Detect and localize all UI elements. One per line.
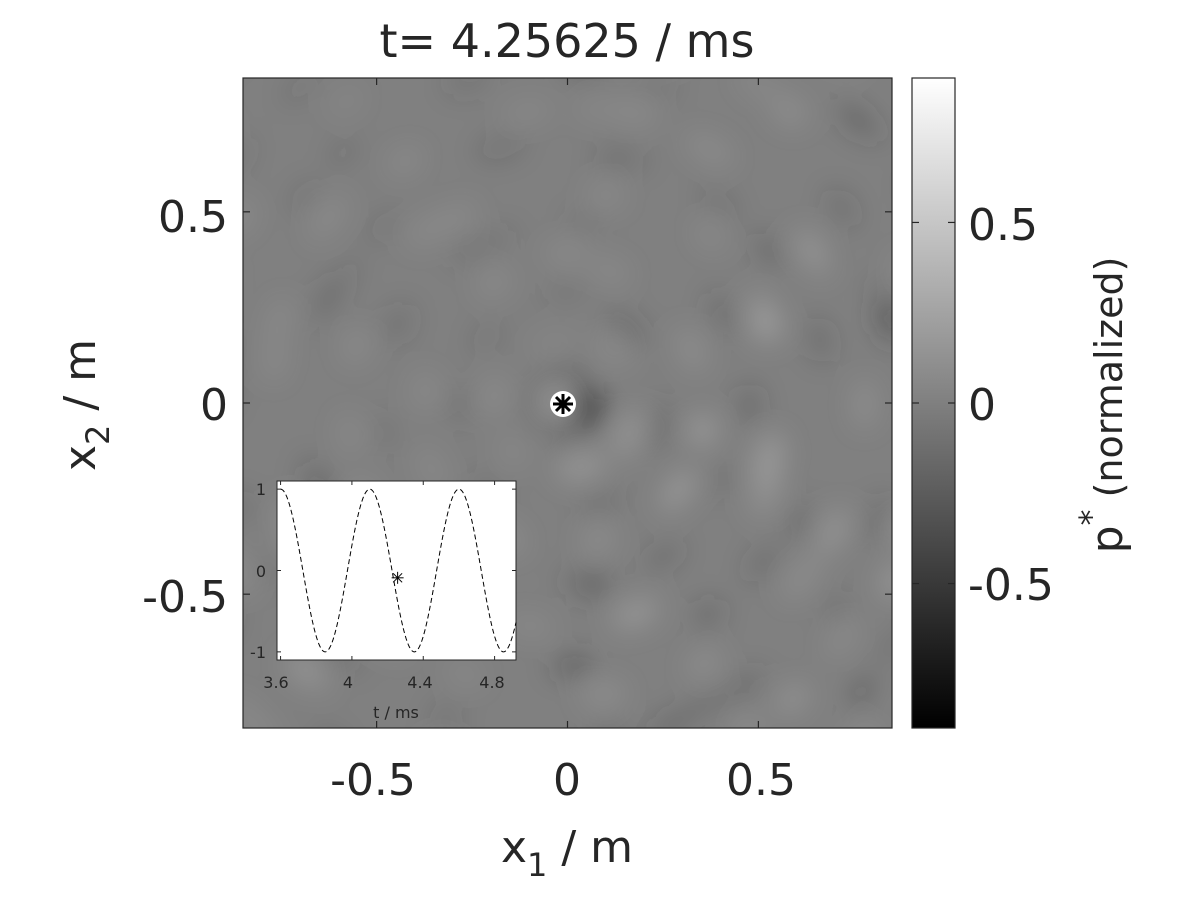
colorbar-tick-label: 0.5: [968, 200, 1038, 251]
x-tick-label: 0: [553, 755, 581, 806]
inset-x-tick-label: 4.8: [479, 673, 504, 692]
colorbar-ticks: [912, 221, 955, 585]
inset-y-tick-label: 0: [256, 562, 266, 581]
y-tick-label: 0.5: [158, 192, 228, 243]
x-axis-label: x1 / m: [501, 822, 633, 884]
inset-x-tick-label: 3.6: [263, 673, 288, 692]
inset-x-axis-label: t / ms: [373, 703, 419, 722]
colorbar-tick-label: -0.5: [968, 560, 1054, 611]
inset-signal-line: [280, 488, 517, 653]
inset-x-tick-label: 4.4: [407, 673, 432, 692]
inset-y-tick-label: -1: [250, 643, 266, 662]
inset-time-marker: [391, 571, 404, 584]
x-tick-label: 0.5: [726, 755, 796, 806]
y-tick-label: -0.5: [142, 572, 228, 623]
y-axis-label: x2 / m: [55, 339, 117, 471]
colorbar-label: p* (normalized): [1072, 257, 1133, 554]
inset-plot: 1 0 -1 3.6 4 4.4 4.8 t / ms: [250, 480, 517, 722]
chart-title: t= 4.25625 / ms: [380, 14, 755, 68]
colorbar: 0.5 0 -0.5 p* (normalized): [911, 77, 1133, 729]
colorbar-gradient: [911, 77, 956, 729]
inset-y-tick-label: 1: [256, 480, 266, 499]
inset-ticks: [277, 481, 516, 660]
colorbar-tick-label: 0: [968, 380, 996, 431]
inset-background: [276, 480, 517, 661]
main-ticks: [243, 78, 892, 728]
x-tick-label: -0.5: [330, 755, 416, 806]
source-marker: [550, 391, 576, 417]
inset-x-tick-label: 4: [343, 673, 353, 692]
y-tick-label: 0: [200, 380, 228, 431]
